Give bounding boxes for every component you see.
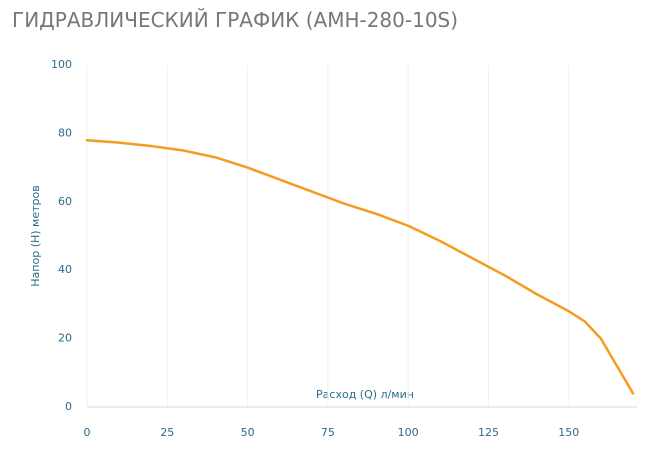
x-tick-label: 75 (321, 426, 335, 439)
x-tick-label: 50 (241, 426, 255, 439)
x-tick-label: 125 (478, 426, 499, 439)
y-tick-label: 100 (51, 58, 72, 71)
y-tick-label: 60 (58, 195, 72, 208)
y-axis-label: Напор (H) метров (29, 185, 42, 286)
x-tick-label: 100 (398, 426, 419, 439)
x-axis-label: Расход (Q) л/мин (316, 388, 414, 401)
line-series (85, 138, 635, 395)
x-tick-label: 25 (160, 426, 174, 439)
y-tick-label: 40 (58, 263, 72, 276)
y-tick-label: 0 (65, 400, 72, 413)
x-tick-label: 150 (558, 426, 579, 439)
x-tick-label: 0 (84, 426, 91, 439)
y-tick-label: 20 (58, 332, 72, 345)
chart-title: ГИДРАВЛИЧЕСКИЙ ГРАФИК (AMH-280-10S) (12, 8, 458, 32)
y-tick-label: 80 (58, 126, 72, 139)
